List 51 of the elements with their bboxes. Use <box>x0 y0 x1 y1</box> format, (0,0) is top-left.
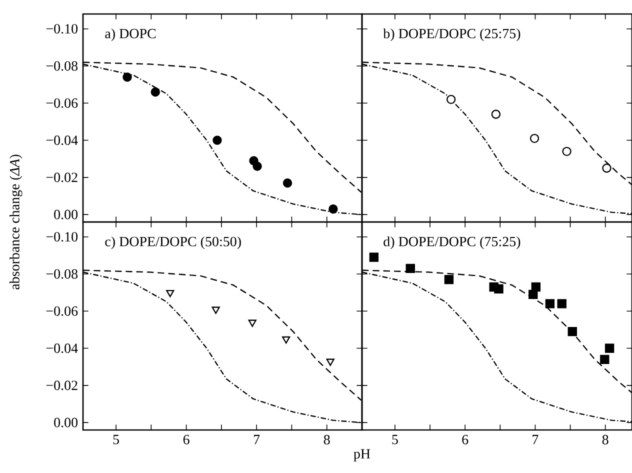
y-tick-label: −0.02 <box>46 172 78 182</box>
x-tick-label: 8 <box>602 434 608 444</box>
y-tick-label: −0.06 <box>46 98 78 108</box>
point <box>248 320 256 327</box>
y-tick-label: −0.10 <box>46 24 78 34</box>
x-tick-label: 6 <box>462 434 468 444</box>
point <box>604 344 614 353</box>
y-tick-label: −0.06 <box>46 306 78 316</box>
point <box>494 284 504 294</box>
point <box>406 264 415 274</box>
point <box>446 94 456 104</box>
point <box>212 306 220 314</box>
point <box>568 326 577 336</box>
y-tick-label: −0.04 <box>46 344 78 354</box>
point <box>166 290 174 298</box>
y-tick-label: −0.08 <box>46 269 78 279</box>
point <box>602 164 612 173</box>
point <box>150 87 160 97</box>
x-axis-title: pH <box>354 449 370 462</box>
y-tick-label: −0.04 <box>46 136 78 146</box>
x-tick-label: 8 <box>324 434 330 444</box>
point <box>531 282 541 292</box>
point <box>562 146 572 156</box>
text: d) DOPE/DOPC (75:25) <box>384 236 520 250</box>
x-tick-label: 5 <box>113 434 119 444</box>
text: b) DOPE/DOPC (25:75) <box>383 28 520 42</box>
y-tick-label: 0.00 <box>54 418 78 428</box>
point <box>282 336 290 344</box>
point <box>545 299 555 308</box>
point <box>444 274 454 284</box>
y-tick-label: −0.10 <box>46 232 78 242</box>
x-tick-label: 6 <box>183 434 190 444</box>
x-tick-label: 7 <box>532 434 538 444</box>
y-tick-label: −0.08 <box>46 61 78 71</box>
point <box>369 252 379 262</box>
point <box>491 110 501 119</box>
point <box>122 72 132 82</box>
x-tick-label: 7 <box>254 434 260 444</box>
y-tick-label: 0.00 <box>54 210 78 220</box>
text: a) DOPC <box>105 28 156 42</box>
point <box>282 178 292 188</box>
point <box>557 299 566 308</box>
point <box>530 134 540 144</box>
x-tick-label: 5 <box>392 434 398 444</box>
point <box>600 354 610 364</box>
point <box>212 136 222 145</box>
y-tick-label: −0.02 <box>46 380 78 390</box>
point <box>328 204 338 214</box>
point <box>252 162 262 171</box>
text: c) DOPE/DOPC (50:50) <box>105 236 241 250</box>
point <box>326 358 334 366</box>
